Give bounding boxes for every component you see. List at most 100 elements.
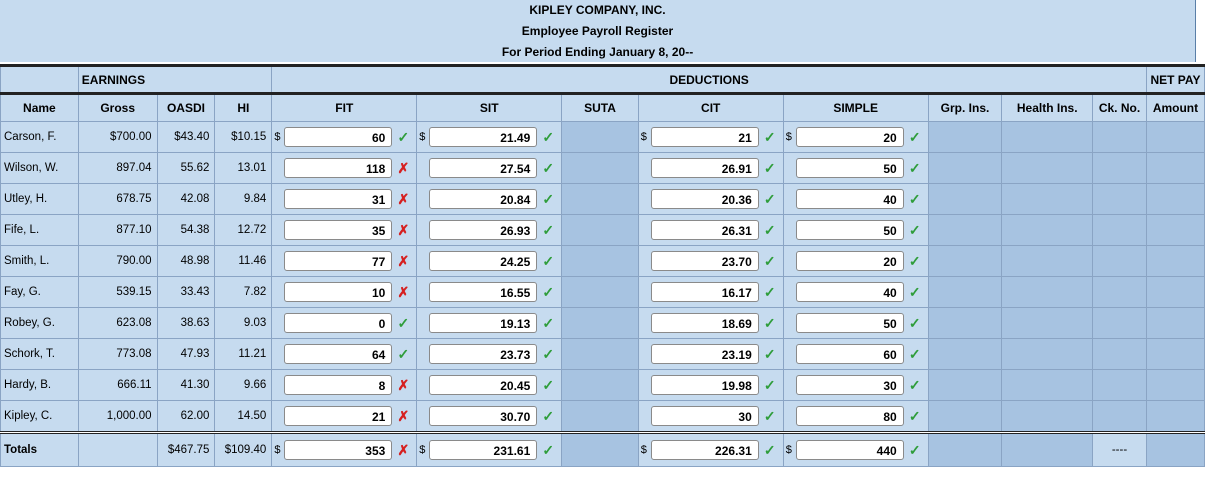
fit-cell: 118 ✗ xyxy=(271,152,418,184)
grp-ins-cell xyxy=(927,121,1003,153)
simple-entry: 40 ✓ xyxy=(784,278,927,307)
fit-input[interactable]: 353 xyxy=(284,440,393,460)
employee-name: Fife, L. xyxy=(0,214,79,246)
sit-cell: 23.73 ✓ xyxy=(416,338,563,370)
check-icon: ✓ xyxy=(908,283,921,300)
x-icon: ✗ xyxy=(397,407,410,424)
employee-row: Utley, H. 678.75 42.08 9.84 31 ✗ 20.84 ✓ 20.36 ✓ 4… xyxy=(0,183,1205,215)
dollar-sign: $ xyxy=(419,131,426,143)
cit-cell: $226.31 ✓ xyxy=(637,431,784,467)
gross-earnings: 773.08 xyxy=(77,338,158,370)
cit-entry: 20.36 ✓ xyxy=(639,185,782,214)
check-icon: ✓ xyxy=(908,221,921,238)
suta-cell xyxy=(561,121,639,153)
sit-cell: 26.93 ✓ xyxy=(416,214,563,246)
sit-cell: 24.25 ✓ xyxy=(416,245,563,277)
fit-input[interactable]: 10 xyxy=(284,282,393,302)
employee-row: Fay, G. 539.15 33.43 7.82 10 ✗ 16.55 ✓ 16.17 ✓ 40 ✓ xyxy=(0,276,1205,308)
cit-input[interactable]: 16.17 xyxy=(650,282,759,302)
check-icon: ✓ xyxy=(542,376,555,393)
cit-input[interactable]: 226.31 xyxy=(650,440,759,460)
cit-input[interactable]: 23.19 xyxy=(650,344,759,364)
simple-input[interactable]: 30 xyxy=(795,375,904,395)
col-header-simple: SIMPLE xyxy=(782,92,929,122)
simple-input[interactable]: 50 xyxy=(795,220,904,240)
sit-input[interactable]: 23.73 xyxy=(429,344,538,364)
simple-input[interactable]: 20 xyxy=(795,127,904,147)
sit-input[interactable]: 16.55 xyxy=(429,282,538,302)
check-icon: ✓ xyxy=(542,314,555,331)
section-header-row: EARNINGS DEDUCTIONS NET PAY xyxy=(0,64,1205,94)
oasdi-amount: 41.30 xyxy=(156,369,216,401)
simple-input[interactable]: 440 xyxy=(795,440,904,460)
sit-input[interactable]: 30.70 xyxy=(429,406,538,426)
fit-input[interactable]: 8 xyxy=(284,375,393,395)
fit-input[interactable]: 35 xyxy=(284,220,393,240)
sit-input[interactable]: 20.45 xyxy=(429,375,538,395)
sit-input[interactable]: 27.54 xyxy=(429,158,538,178)
fit-entry: 21 ✗ xyxy=(273,402,416,432)
cit-cell: 30 ✓ xyxy=(637,400,784,433)
col-header-sit: SIT xyxy=(416,92,563,122)
x-icon: ✗ xyxy=(397,221,410,238)
simple-input[interactable]: 50 xyxy=(795,313,904,333)
gross-earnings: $700.00 xyxy=(77,121,158,153)
cit-entry: 19.98 ✓ xyxy=(639,371,782,400)
totals-health-ins xyxy=(1001,431,1094,467)
oasdi-amount: 47.93 xyxy=(156,338,216,370)
simple-input[interactable]: 20 xyxy=(795,251,904,271)
hi-amount: 7.82 xyxy=(214,276,273,308)
cit-input[interactable]: 19.98 xyxy=(650,375,759,395)
amount-cell xyxy=(1145,338,1205,370)
cit-input[interactable]: 30 xyxy=(650,406,759,426)
simple-input[interactable]: 40 xyxy=(795,282,904,302)
employee-name: Robey, G. xyxy=(0,307,79,339)
fit-input[interactable]: 118 xyxy=(284,158,393,178)
fit-input[interactable]: 64 xyxy=(284,344,393,364)
hi-amount: 11.21 xyxy=(214,338,273,370)
sit-input[interactable]: 20.84 xyxy=(429,189,538,209)
simple-entry: 80 ✓ xyxy=(784,402,927,432)
gross-earnings: 790.00 xyxy=(77,245,158,277)
cit-input[interactable]: 18.69 xyxy=(650,313,759,333)
sit-input[interactable]: 24.25 xyxy=(429,251,538,271)
sit-input[interactable]: 26.93 xyxy=(429,220,538,240)
simple-input[interactable]: 50 xyxy=(795,158,904,178)
cit-input[interactable]: 23.70 xyxy=(650,251,759,271)
check-icon: ✓ xyxy=(763,190,776,207)
fit-input[interactable]: 60 xyxy=(284,127,393,147)
grp-ins-cell xyxy=(927,369,1003,401)
fit-input[interactable]: 77 xyxy=(284,251,393,271)
net-pay-section-label: NET PAY xyxy=(1145,64,1205,94)
cit-entry: $226.31 ✓ xyxy=(639,436,782,466)
fit-input[interactable]: 21 xyxy=(284,406,393,426)
grp-ins-cell xyxy=(927,400,1003,433)
totals-oasdi: $467.75 xyxy=(156,431,216,467)
simple-input[interactable]: 80 xyxy=(795,406,904,426)
fit-input[interactable]: 0 xyxy=(284,313,393,333)
simple-input[interactable]: 40 xyxy=(795,189,904,209)
health-ins-cell xyxy=(1001,152,1094,184)
cit-input[interactable]: 21 xyxy=(650,127,759,147)
sit-cell: 30.70 ✓ xyxy=(416,400,563,433)
check-icon: ✓ xyxy=(542,283,555,300)
register-title: Employee Payroll Register xyxy=(521,24,674,38)
sit-input[interactable]: 19.13 xyxy=(429,313,538,333)
period-label: For Period Ending January 8, 20-- xyxy=(501,45,694,59)
cit-cell: 26.31 ✓ xyxy=(637,214,784,246)
cit-input[interactable]: 26.31 xyxy=(650,220,759,240)
check-icon: ✓ xyxy=(763,345,776,362)
simple-entry: 60 ✓ xyxy=(784,340,927,369)
check-icon: ✓ xyxy=(542,345,555,362)
simple-input[interactable]: 60 xyxy=(795,344,904,364)
sit-input[interactable]: 21.49 xyxy=(429,127,538,147)
employee-row: Carson, F. $700.00 $43.40 $10.15 $60 ✓ $21.49 ✓… xyxy=(0,121,1205,153)
fit-input[interactable]: 31 xyxy=(284,189,393,209)
cit-input[interactable]: 26.91 xyxy=(650,158,759,178)
simple-cell: 50 ✓ xyxy=(782,214,929,246)
totals-suta xyxy=(561,431,639,467)
col-header-hi: HI xyxy=(214,92,273,122)
sit-entry: 24.25 ✓ xyxy=(418,247,561,276)
sit-input[interactable]: 231.61 xyxy=(429,440,538,460)
cit-input[interactable]: 20.36 xyxy=(650,189,759,209)
